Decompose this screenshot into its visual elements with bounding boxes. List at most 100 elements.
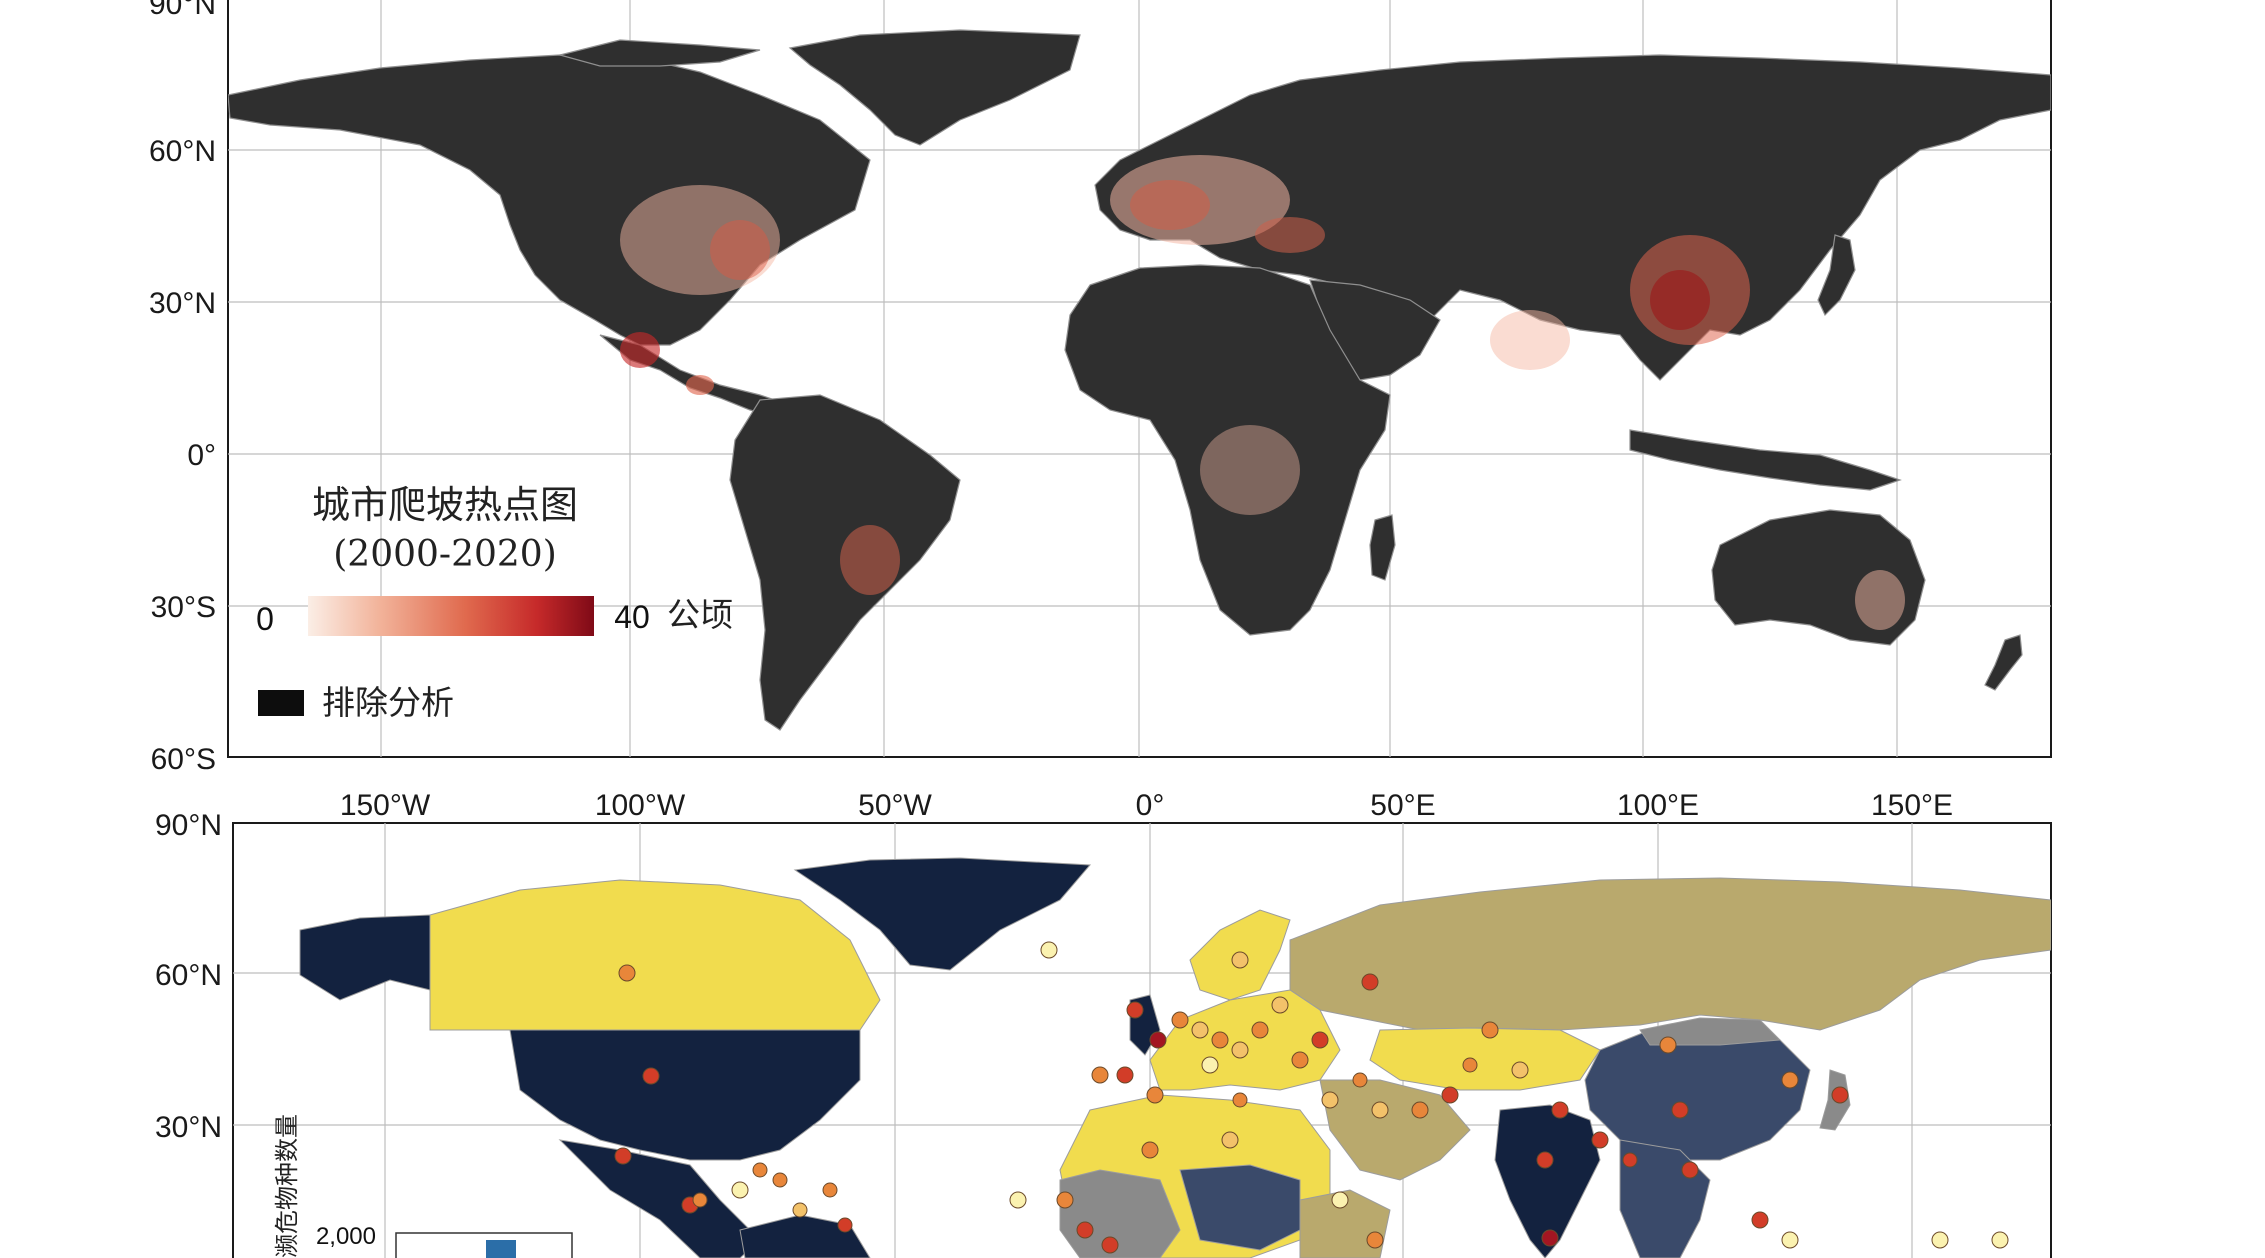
city-point [1511, 1061, 1529, 1079]
city-point [614, 1147, 632, 1165]
lat-label: 60°S [151, 743, 216, 776]
new-zealand [1984, 634, 2023, 691]
city-point [1361, 973, 1379, 991]
city-point [1481, 1021, 1499, 1039]
city-point [618, 964, 636, 982]
city-point [752, 1162, 768, 1178]
indonesia [1629, 429, 1902, 491]
lon-label: 50°W [858, 789, 932, 822]
city-point [792, 1202, 808, 1218]
city-point [642, 1067, 660, 1085]
city-point [1251, 1021, 1269, 1039]
greenland [788, 29, 1081, 146]
city-point [1462, 1057, 1478, 1073]
city-point [1076, 1221, 1094, 1239]
endangered-species-map-panel: 90°N 60°N 30°N 濒危物种数量 2,000 [155, 809, 2052, 1258]
lat-label: 30°S [151, 591, 216, 624]
city-point [1211, 1031, 1229, 1049]
mongolia [1639, 1017, 1782, 1046]
city-point [1231, 951, 1249, 969]
city-point [1056, 1191, 1074, 1209]
lon-label: 100°W [595, 789, 686, 822]
urban-expansion-hotspots [620, 155, 1905, 630]
city-point [1311, 1031, 1329, 1049]
city-point [1541, 1229, 1559, 1247]
lat-label: 30°N [155, 1111, 222, 1144]
latitude-labels-top: 90°N 60°N 30°N 0° 30°S 60°S [149, 0, 216, 776]
city-point [1931, 1231, 1949, 1249]
lat-label: 90°N [155, 809, 222, 842]
inset-frame [395, 1232, 573, 1258]
city-point [1009, 1191, 1027, 1209]
city-point [1321, 1091, 1339, 1109]
city-point [1221, 1131, 1239, 1149]
city-point [1126, 1001, 1144, 1019]
lon-label: 100°E [1617, 789, 1699, 822]
city-point [1352, 1072, 1368, 1088]
eurasia [1094, 54, 2051, 381]
lat-label: 0° [187, 439, 216, 472]
city-point [1411, 1101, 1429, 1119]
city-point [731, 1181, 749, 1199]
japan [1817, 234, 1856, 317]
inset-bar [486, 1240, 516, 1258]
city-point [1371, 1101, 1389, 1119]
south-america-north [739, 1214, 871, 1258]
legend: 城市爬坡热点图 (2000-2020) 0 40 公顷 排除分析 [256, 483, 733, 722]
inset-ylabel: 濒危物种数量 [273, 1114, 301, 1258]
city-point [1101, 1236, 1119, 1254]
city-point [822, 1182, 838, 1198]
city-point [1781, 1231, 1799, 1249]
city-point [1622, 1152, 1638, 1168]
excluded-label: 排除分析 [322, 683, 454, 722]
lon-label: 150°E [1871, 789, 1953, 822]
city-point [1201, 1056, 1219, 1074]
arctic-islands [557, 39, 761, 67]
city-point [1681, 1161, 1699, 1179]
city-point [692, 1192, 708, 1208]
city-point [1331, 1191, 1349, 1209]
city-point [1991, 1231, 2009, 1249]
city-point [1441, 1086, 1459, 1104]
legend-title: 城市爬坡热点图 [312, 483, 578, 527]
usa [509, 1029, 861, 1161]
city-point [1146, 1086, 1164, 1104]
city-point [1536, 1151, 1554, 1169]
city-points [614, 941, 2009, 1254]
city-point [1231, 1041, 1249, 1059]
city-point [1591, 1131, 1609, 1149]
city-point [1149, 1031, 1167, 1049]
city-point [837, 1217, 853, 1233]
lon-label: 150°W [340, 789, 431, 822]
central-asia [1369, 1027, 1601, 1091]
city-point [1171, 1011, 1189, 1029]
city-point [1751, 1211, 1769, 1229]
city-point [1831, 1086, 1849, 1104]
legend-subtitle: (2000-2020) [333, 534, 557, 575]
urban-expansion-map-panel: 90°N 60°N 30°N 0° 30°S 60°S 城市爬坡热点图 (200… [149, 0, 2052, 776]
legend-unit: 公顷 [667, 595, 733, 634]
madagascar [1369, 514, 1396, 581]
lat-label: 30°N [149, 287, 216, 320]
excluded-swatch [258, 690, 304, 716]
alaska [299, 914, 431, 1001]
longitude-labels: 150°W 100°W 50°W 0° 50°E 100°E 150°E [340, 789, 1953, 822]
inset-tick-label: 2,000 [316, 1223, 376, 1250]
city-point [1781, 1071, 1799, 1089]
city-point [1116, 1066, 1134, 1084]
india [1494, 1104, 1601, 1258]
lat-label: 90°N [149, 0, 216, 21]
africa [1064, 264, 1391, 636]
lat-label: 60°N [149, 135, 216, 168]
legend-min-label: 0 [256, 601, 274, 637]
city-point [1366, 1231, 1384, 1249]
species-count-inset: 濒危物种数量 2,000 [273, 1114, 573, 1258]
latitude-labels-bottom: 90°N 60°N 30°N [155, 809, 222, 1144]
city-point [1232, 1092, 1248, 1108]
lon-label: 50°E [1370, 789, 1435, 822]
australia [1711, 509, 1926, 646]
city-point [1671, 1101, 1689, 1119]
city-point [1091, 1066, 1109, 1084]
europe [1149, 989, 1341, 1091]
